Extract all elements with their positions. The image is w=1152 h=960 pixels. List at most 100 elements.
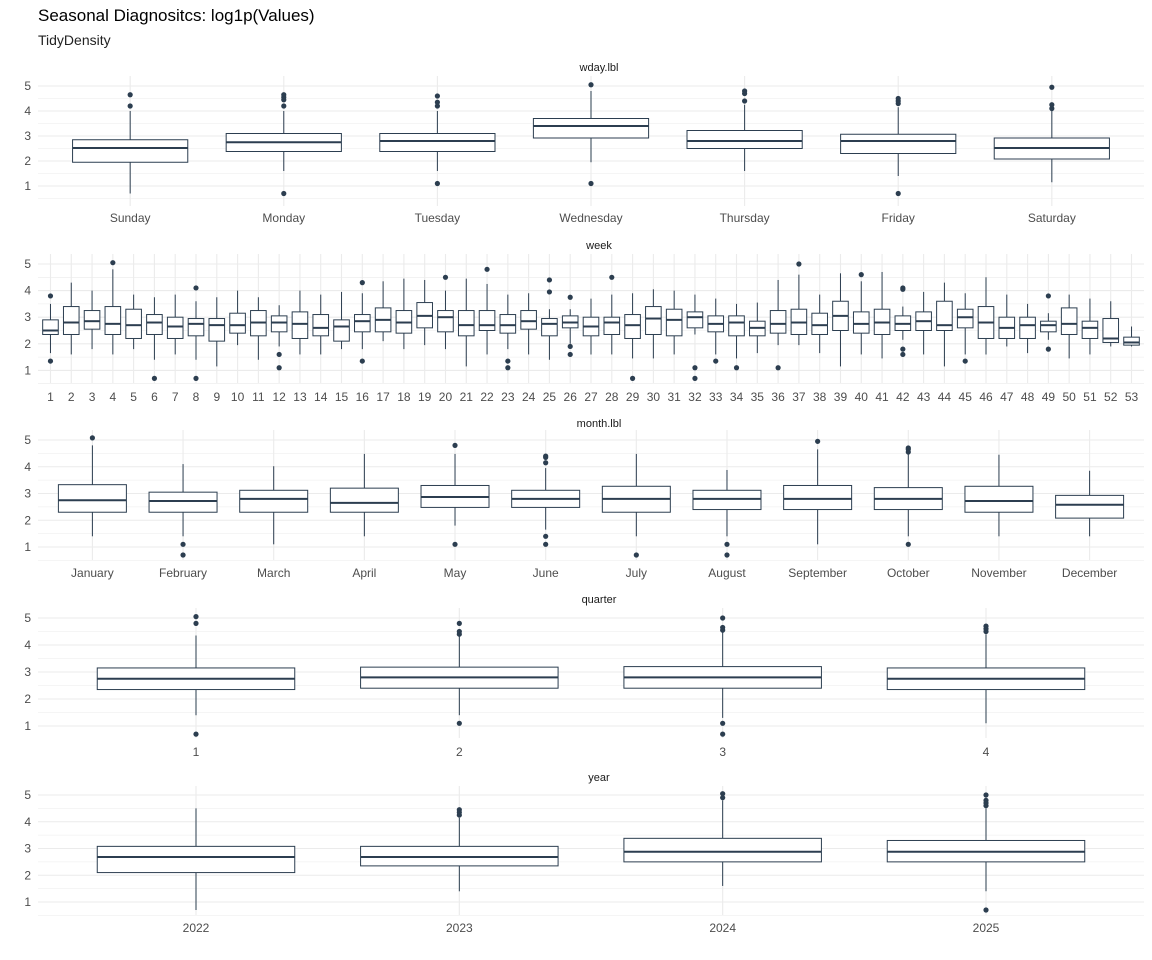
outlier-point	[505, 358, 511, 364]
outlier-point	[456, 620, 462, 627]
outlier-point	[588, 82, 594, 88]
x-tick-label: Wednesday	[559, 211, 622, 225]
y-tick-label: 4	[24, 104, 31, 118]
y-tick-label: 1	[24, 719, 31, 733]
x-tick-label: 43	[917, 390, 931, 404]
box-2	[360, 620, 559, 726]
y-tick-label: 2	[24, 868, 31, 882]
x-tick-label: Thursday	[720, 211, 770, 225]
box-21	[457, 278, 475, 367]
box-34	[728, 303, 745, 371]
x-tick-label: 3	[719, 745, 726, 759]
x-tick-label: February	[159, 566, 207, 580]
x-tick-label: 33	[709, 390, 723, 404]
box-30	[645, 289, 662, 359]
box-iqr	[1060, 307, 1078, 335]
box-38	[811, 294, 828, 354]
outlier-point	[983, 792, 989, 798]
y-tick-label: 3	[24, 487, 31, 501]
box-iqr	[354, 314, 371, 333]
outlier-point	[742, 88, 748, 94]
facet-panel-year: year 1 2 3 4 5 2022 2023 2024 2025	[24, 772, 1144, 935]
box-iqr	[692, 489, 762, 511]
box-iqr	[686, 311, 704, 329]
x-tick-label: 49	[1042, 390, 1056, 404]
box-iqr	[148, 491, 218, 513]
box-37	[790, 261, 808, 346]
box-iqr	[499, 314, 517, 334]
box-15	[333, 291, 350, 350]
box-iqr	[964, 485, 1034, 513]
box-iqr	[1040, 320, 1057, 333]
x-tick-label: 16	[356, 390, 370, 404]
x-tick-label: 11	[252, 390, 265, 404]
outlier-point	[895, 95, 901, 102]
box-December	[1055, 470, 1125, 537]
box-iqr	[1123, 336, 1140, 346]
outlier-point	[720, 731, 726, 737]
outlier-point	[900, 285, 906, 291]
x-tick-label: 24	[522, 390, 536, 404]
outlier-point	[180, 541, 186, 547]
box-1	[96, 614, 296, 737]
outlier-point	[983, 623, 989, 629]
outlier-point	[89, 435, 95, 441]
box-iqr	[840, 133, 957, 154]
x-tick-label: 35	[751, 390, 765, 404]
box-7	[166, 294, 184, 355]
outlier-point	[900, 346, 906, 352]
box-iqr	[125, 308, 142, 339]
x-tick-label: 26	[564, 390, 578, 404]
outlier-point	[720, 624, 726, 631]
x-tick-label: September	[788, 566, 847, 580]
y-tick-label: 5	[24, 788, 31, 802]
y-tick-label: 5	[24, 611, 31, 625]
outlier-point	[193, 285, 199, 291]
x-tick-label: 6	[151, 390, 158, 404]
outlier-point	[110, 260, 116, 266]
outlier-point	[567, 343, 573, 350]
outlier-point	[434, 103, 440, 109]
outlier-point	[456, 807, 462, 813]
box-March	[239, 466, 309, 545]
outlier-point	[281, 190, 287, 197]
box-iqr	[146, 314, 163, 335]
box-16	[354, 280, 371, 364]
box-2025	[886, 792, 1086, 913]
facet-panel-month-lbl: month.lbl 1 2 3 4 5 January February March April M…	[24, 418, 1144, 580]
box-iqr	[329, 487, 399, 513]
box-4	[886, 623, 1086, 724]
x-tick-label: March	[257, 566, 290, 580]
box-29	[624, 293, 641, 381]
box-26	[561, 294, 579, 358]
box-iqr	[379, 133, 496, 152]
box-3	[83, 290, 101, 350]
y-tick-label: 3	[24, 310, 31, 324]
box-33	[707, 298, 725, 364]
box-iqr	[437, 310, 454, 333]
box-11	[250, 297, 267, 360]
box-August	[692, 469, 762, 558]
box-iqr	[291, 311, 309, 339]
box-iqr	[783, 484, 853, 511]
x-tick-label: 46	[979, 390, 993, 404]
outlier-point	[193, 375, 199, 381]
outlier-point	[724, 552, 730, 558]
outlier-point	[692, 365, 698, 371]
outlier-point	[151, 375, 158, 381]
x-tick-label: July	[626, 566, 647, 580]
outlier-point	[900, 351, 906, 358]
x-tick-label: 29	[626, 390, 640, 404]
outlier-point	[1049, 105, 1055, 112]
y-tick-label: 4	[24, 815, 31, 829]
x-tick-label: January	[71, 566, 114, 580]
box-iqr	[811, 312, 828, 335]
y-tick-label: 1	[24, 895, 31, 909]
y-tick-label: 3	[24, 129, 31, 143]
outlier-point	[456, 628, 462, 635]
x-tick-label: 2023	[446, 921, 473, 935]
outlier-point	[546, 289, 553, 295]
x-tick-label: August	[708, 566, 746, 580]
outlier-point	[47, 293, 54, 299]
